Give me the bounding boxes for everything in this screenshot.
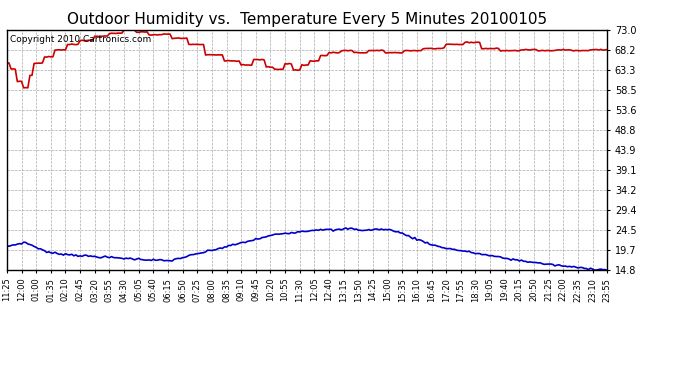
Title: Outdoor Humidity vs.  Temperature Every 5 Minutes 20100105: Outdoor Humidity vs. Temperature Every 5…	[67, 12, 547, 27]
Text: Copyright 2010 Cartronics.com: Copyright 2010 Cartronics.com	[10, 35, 151, 44]
